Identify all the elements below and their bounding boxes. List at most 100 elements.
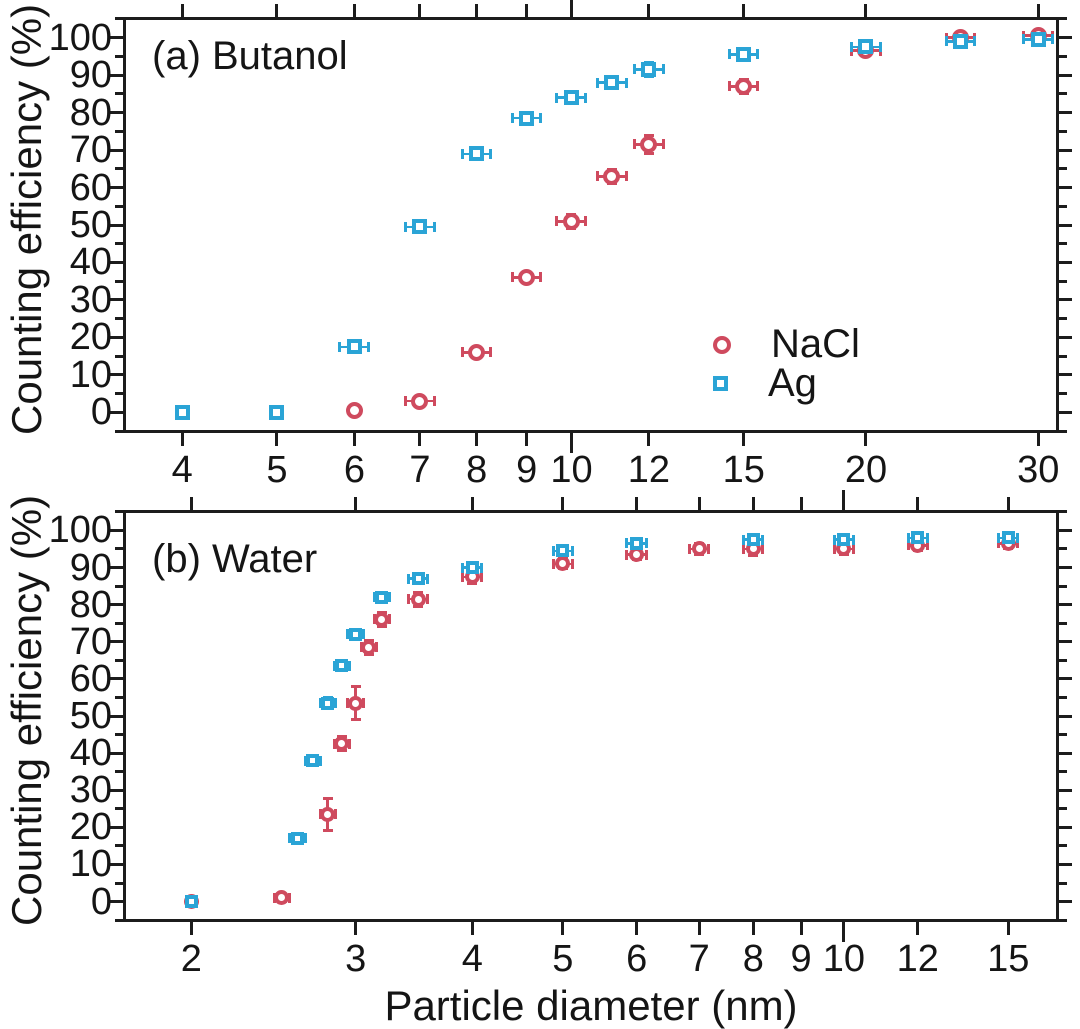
x-tick-top-b: [751, 497, 755, 510]
x-error-cap: [1050, 34, 1054, 45]
x-error-cap: [973, 36, 977, 47]
x-tick-top-b: [354, 497, 358, 510]
panel-a-label: (a) Butanol: [152, 34, 348, 78]
y-minor-tick-right-a: [1059, 317, 1067, 321]
point-ag-a: [604, 75, 620, 91]
legend-nacl-label: NaCl: [771, 322, 860, 366]
x-error-cap: [367, 341, 371, 352]
y-tick-right-a: [1059, 148, 1072, 152]
x-error-cap: [996, 538, 1000, 549]
x-tick-label-b: 10: [822, 938, 865, 980]
y-tick-right-a: [1059, 298, 1072, 302]
x-error-cap: [727, 81, 731, 92]
x-tick-top-a: [525, 4, 529, 17]
y-tick-right-b: [1059, 751, 1072, 755]
y-tick-a: [110, 410, 123, 414]
x-error-cap: [332, 738, 336, 749]
x-error-cap: [624, 77, 628, 88]
x-tick-top-a: [742, 4, 746, 17]
x-tick-b: [354, 922, 358, 935]
x-tick-label-a: 7: [409, 449, 431, 491]
y-tick-label-a: 90: [69, 54, 112, 97]
x-error-cap: [996, 532, 1000, 543]
y-tick-right-b: [1059, 528, 1072, 532]
y-error-cap: [350, 717, 361, 721]
x-tick-b: [1006, 922, 1010, 935]
y-tick-right-b: [1059, 825, 1072, 829]
x-tick-label-b: 5: [552, 938, 574, 980]
point-ag-b: [306, 754, 320, 768]
x-error-cap: [432, 221, 436, 232]
x-error-cap: [539, 113, 543, 124]
x-error-cap: [742, 534, 746, 545]
y-tick-b: [110, 862, 123, 866]
y-tick-label-b: 50: [69, 695, 112, 737]
y-tick-a: [110, 73, 123, 77]
point-ag-b: [556, 544, 570, 558]
y-tick-label-a: 0: [90, 391, 112, 434]
x-error-cap: [510, 272, 514, 283]
x-error-cap: [318, 755, 322, 766]
point-ag-b: [630, 536, 644, 550]
y-minor-tick-b: [115, 770, 123, 774]
x-tick-top-a: [569, 0, 573, 17]
x-error-cap: [632, 64, 636, 75]
point-ag-a: [519, 110, 535, 126]
point-nacl-b: [361, 639, 377, 655]
y-tick-label-b: 80: [69, 583, 112, 626]
y-minor-tick-right-b: [1059, 510, 1067, 514]
y-minor-tick-b: [115, 807, 123, 811]
point-nacl-b: [320, 806, 336, 822]
point-nacl-a: [411, 392, 429, 410]
y-tick-a: [110, 111, 123, 115]
y-tick-a: [110, 373, 123, 377]
x-error-cap: [489, 347, 493, 358]
x-tick-top-b: [697, 497, 701, 510]
x-error-cap: [625, 538, 629, 549]
y-minor-tick-right-a: [1059, 429, 1067, 433]
nacl-circle-marker-icon: [713, 335, 731, 354]
plot-frame-a: [123, 17, 1059, 433]
x-tick-label-b: 12: [896, 938, 939, 980]
y-minor-tick-right-a: [1059, 279, 1067, 283]
x-error-cap: [406, 594, 410, 605]
x-error-cap: [761, 534, 765, 545]
point-ag-b: [746, 533, 760, 547]
x-error-cap: [332, 660, 336, 671]
x-tick-a: [647, 433, 651, 446]
y-minor-tick-right-a: [1059, 129, 1067, 133]
y-minor-tick-right-a: [1059, 354, 1067, 358]
point-ag-b: [291, 831, 305, 845]
x-tick-top-a: [180, 4, 184, 17]
x-tick-a: [180, 433, 184, 446]
point-nacl-a: [735, 77, 753, 95]
x-tick-top-a: [418, 4, 422, 17]
ag-square-marker-icon: [713, 376, 728, 391]
x-error-cap: [756, 81, 760, 92]
x-tick-label-b: 9: [790, 938, 812, 980]
point-nacl-a: [345, 402, 363, 419]
y-error-cap: [350, 685, 361, 689]
y-tick-b: [110, 751, 123, 755]
x-tick-top-a: [647, 4, 651, 17]
point-nacl-b: [691, 541, 707, 557]
y-tick-right-a: [1059, 186, 1072, 190]
point-ag-a: [563, 90, 579, 106]
y-minor-tick-a: [115, 54, 123, 58]
x-error-cap: [584, 216, 588, 227]
x-error-cap: [403, 396, 407, 407]
point-ag-b: [335, 659, 349, 673]
y-minor-tick-a: [115, 92, 123, 96]
y-minor-tick-right-b: [1059, 733, 1067, 737]
x-tick-label-b: 2: [180, 938, 202, 980]
x-error-cap: [359, 642, 363, 653]
point-ag-a: [858, 39, 874, 55]
point-ag-a: [953, 33, 969, 49]
x-error-cap: [851, 543, 855, 554]
x-error-cap: [460, 148, 464, 159]
y-minor-tick-right-a: [1059, 54, 1067, 58]
y-minor-tick-b: [115, 695, 123, 699]
y-minor-tick-b: [115, 658, 123, 662]
x-error-cap: [460, 347, 464, 358]
y-tick-b: [110, 566, 123, 570]
